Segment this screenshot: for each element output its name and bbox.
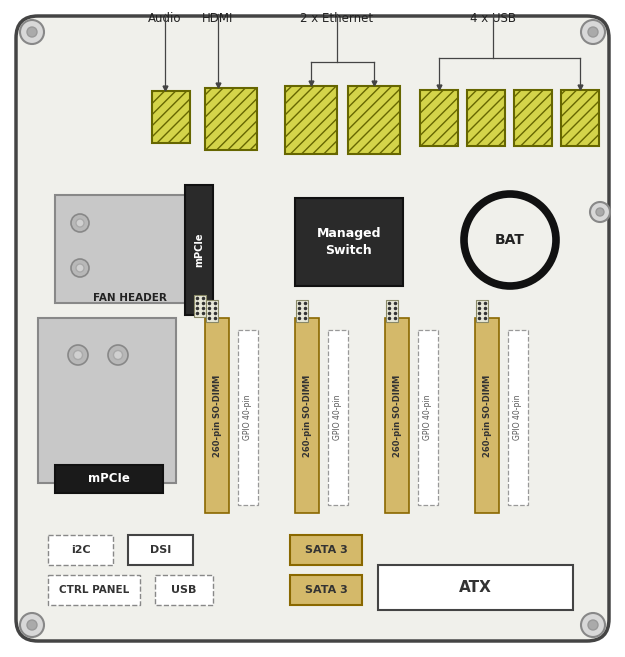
Circle shape	[464, 194, 556, 286]
Bar	[38, 318, 176, 483]
Bar	[348, 86, 400, 154]
Circle shape	[590, 202, 610, 222]
Circle shape	[76, 264, 84, 272]
Text: BAT: BAT	[495, 233, 525, 247]
Circle shape	[20, 20, 44, 44]
Text: 2 x Ethernet: 2 x Ethernet	[301, 12, 374, 25]
Circle shape	[27, 27, 37, 37]
Text: mPCIe: mPCIe	[88, 472, 130, 486]
Text: SATA 3: SATA 3	[304, 585, 348, 595]
Circle shape	[74, 350, 82, 359]
Text: 4 x USB: 4 x USB	[470, 12, 516, 25]
Circle shape	[71, 259, 89, 277]
Bar	[420, 90, 458, 146]
Text: DSI: DSI	[150, 545, 171, 555]
Text: GPIO 40-pin: GPIO 40-pin	[514, 395, 522, 440]
Bar	[48, 535, 113, 565]
Bar	[185, 185, 213, 315]
Text: FAN HEADER: FAN HEADER	[93, 293, 167, 303]
Bar	[48, 575, 140, 605]
Text: mPCIe: mPCIe	[194, 233, 204, 267]
Text: ATX: ATX	[459, 580, 492, 595]
Circle shape	[588, 620, 598, 630]
Bar	[467, 90, 505, 146]
Text: Managed
Switch: Managed Switch	[317, 227, 381, 257]
Bar	[194, 295, 206, 317]
Text: 260-pin SO-DIMM: 260-pin SO-DIMM	[302, 374, 311, 457]
Bar	[508, 330, 528, 505]
Bar	[514, 90, 552, 146]
Circle shape	[114, 350, 122, 359]
Bar	[295, 198, 403, 286]
Circle shape	[27, 620, 37, 630]
Bar	[475, 318, 499, 513]
Bar	[206, 300, 218, 322]
Text: CTRL PANEL: CTRL PANEL	[59, 585, 129, 595]
Text: GPIO 40-pin: GPIO 40-pin	[244, 395, 252, 440]
Bar	[55, 195, 205, 303]
Bar	[205, 318, 229, 513]
Circle shape	[581, 20, 605, 44]
Bar	[418, 330, 438, 505]
Text: 260-pin SO-DIMM: 260-pin SO-DIMM	[482, 374, 491, 457]
Text: HDMI: HDMI	[202, 12, 234, 25]
Bar	[290, 535, 362, 565]
Text: 260-pin SO-DIMM: 260-pin SO-DIMM	[392, 374, 401, 457]
Circle shape	[20, 613, 44, 637]
Text: i2C: i2C	[71, 545, 91, 555]
Bar	[205, 88, 257, 150]
Circle shape	[108, 345, 128, 365]
Circle shape	[581, 613, 605, 637]
FancyBboxPatch shape	[16, 16, 609, 641]
Circle shape	[71, 214, 89, 232]
Text: 260-pin SO-DIMM: 260-pin SO-DIMM	[213, 374, 221, 457]
Bar	[378, 565, 573, 610]
Bar	[55, 465, 163, 493]
Circle shape	[596, 208, 604, 216]
Bar	[290, 575, 362, 605]
Text: SATA 3: SATA 3	[304, 545, 348, 555]
Circle shape	[76, 219, 84, 227]
Bar	[476, 300, 488, 322]
Bar	[152, 91, 190, 143]
Bar	[386, 300, 398, 322]
Bar	[128, 535, 193, 565]
Bar	[238, 330, 258, 505]
Text: GPIO 40-pin: GPIO 40-pin	[424, 395, 432, 440]
Bar	[295, 318, 319, 513]
Text: Audio: Audio	[148, 12, 182, 25]
Circle shape	[588, 27, 598, 37]
Circle shape	[68, 345, 88, 365]
Bar	[296, 300, 308, 322]
Bar	[561, 90, 599, 146]
Bar	[328, 330, 348, 505]
Bar	[385, 318, 409, 513]
Bar	[285, 86, 337, 154]
Bar	[155, 575, 213, 605]
Text: GPIO 40-pin: GPIO 40-pin	[334, 395, 342, 440]
Text: USB: USB	[171, 585, 197, 595]
